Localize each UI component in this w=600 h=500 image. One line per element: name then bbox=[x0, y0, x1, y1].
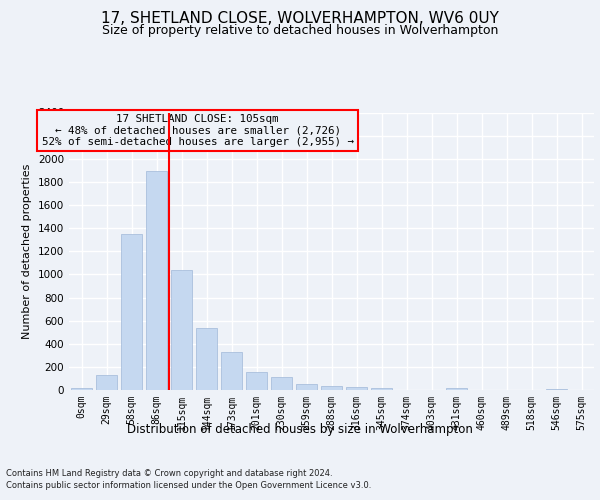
Text: Contains public sector information licensed under the Open Government Licence v3: Contains public sector information licen… bbox=[6, 481, 371, 490]
Bar bbox=[546, 389, 567, 390]
Bar bbox=[221, 352, 242, 390]
Text: 17 SHETLAND CLOSE: 105sqm
← 48% of detached houses are smaller (2,726)
52% of se: 17 SHETLAND CLOSE: 105sqm ← 48% of detac… bbox=[41, 114, 353, 147]
Bar bbox=[121, 234, 142, 390]
Bar bbox=[196, 328, 217, 390]
Text: Distribution of detached houses by size in Wolverhampton: Distribution of detached houses by size … bbox=[127, 422, 473, 436]
Bar bbox=[296, 384, 317, 390]
Bar bbox=[71, 388, 92, 390]
Bar bbox=[271, 378, 292, 390]
Text: 17, SHETLAND CLOSE, WOLVERHAMPTON, WV6 0UY: 17, SHETLAND CLOSE, WOLVERHAMPTON, WV6 0… bbox=[101, 11, 499, 26]
Bar bbox=[446, 388, 467, 390]
Bar bbox=[371, 388, 392, 390]
Bar bbox=[346, 387, 367, 390]
Text: Contains HM Land Registry data © Crown copyright and database right 2024.: Contains HM Land Registry data © Crown c… bbox=[6, 469, 332, 478]
Bar bbox=[146, 172, 167, 390]
Text: Size of property relative to detached houses in Wolverhampton: Size of property relative to detached ho… bbox=[102, 24, 498, 37]
Bar bbox=[171, 270, 192, 390]
Bar bbox=[96, 375, 117, 390]
Y-axis label: Number of detached properties: Number of detached properties bbox=[22, 164, 32, 339]
Bar bbox=[246, 372, 267, 390]
Bar bbox=[321, 386, 342, 390]
